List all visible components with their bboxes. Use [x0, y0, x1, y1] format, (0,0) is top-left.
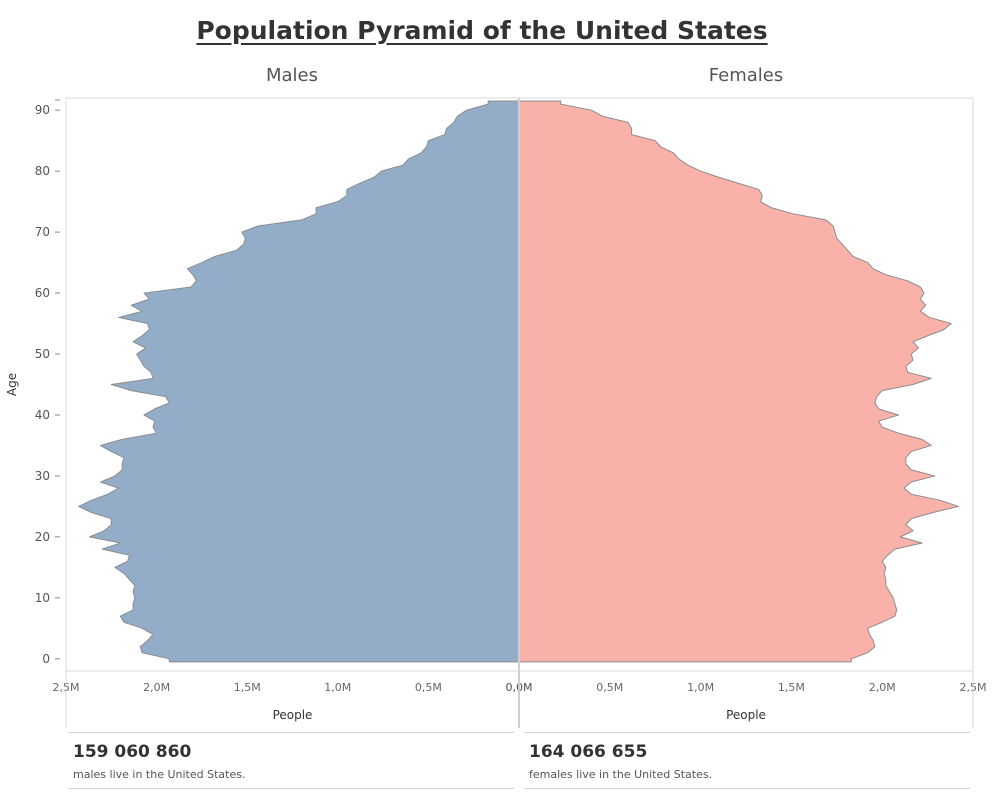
- y-tick-label: 40: [35, 408, 50, 422]
- females-total-caption: females live in the United States.: [529, 768, 713, 781]
- y-tick-label: 80: [35, 164, 50, 178]
- males-x-tick-label: 1,5M: [234, 681, 261, 694]
- y-tick-label: 50: [35, 347, 50, 361]
- y-tick-label: 90: [35, 103, 50, 117]
- males-x-tick-label: 1,0M: [324, 681, 351, 694]
- females-header: Females: [708, 65, 784, 86]
- males-x-tick-label: 0,5M: [415, 681, 442, 694]
- males-x-tick-label: 2,0M: [143, 681, 170, 694]
- females-x-tick-label: 1,0M: [687, 681, 714, 694]
- females-x-axis-title: People: [726, 708, 766, 722]
- males-stat-top-rule: [68, 732, 514, 733]
- y-tick-label: 70: [35, 225, 50, 239]
- y-tick-label: 60: [35, 286, 50, 300]
- chart-title: Population Pyramid of the United States: [196, 16, 768, 45]
- y-axis-title: Age: [5, 373, 19, 396]
- males-header: Males: [265, 65, 318, 86]
- males-total-caption: males live in the United States.: [73, 768, 246, 781]
- females-x-tick-label: 1,5M: [778, 681, 805, 694]
- females-stat-bottom-rule: [524, 788, 970, 789]
- males-area-series: [78, 100, 520, 663]
- males-x-axis-title: People: [273, 708, 313, 722]
- males-total: 159 060 860: [73, 742, 192, 762]
- females-x-tick-label: 0,5M: [596, 681, 623, 694]
- females-x-tick-label: 2,0M: [869, 681, 896, 694]
- females-total: 164 066 655: [529, 742, 648, 762]
- females-area-series: [518, 100, 959, 663]
- y-tick-label: 20: [35, 530, 50, 544]
- y-tick-label: 0: [42, 652, 50, 666]
- males-stat-bottom-rule: [68, 788, 514, 789]
- females-stat-top-rule: [524, 732, 970, 733]
- y-tick-label: 30: [35, 469, 50, 483]
- y-tick-label: 10: [35, 591, 50, 605]
